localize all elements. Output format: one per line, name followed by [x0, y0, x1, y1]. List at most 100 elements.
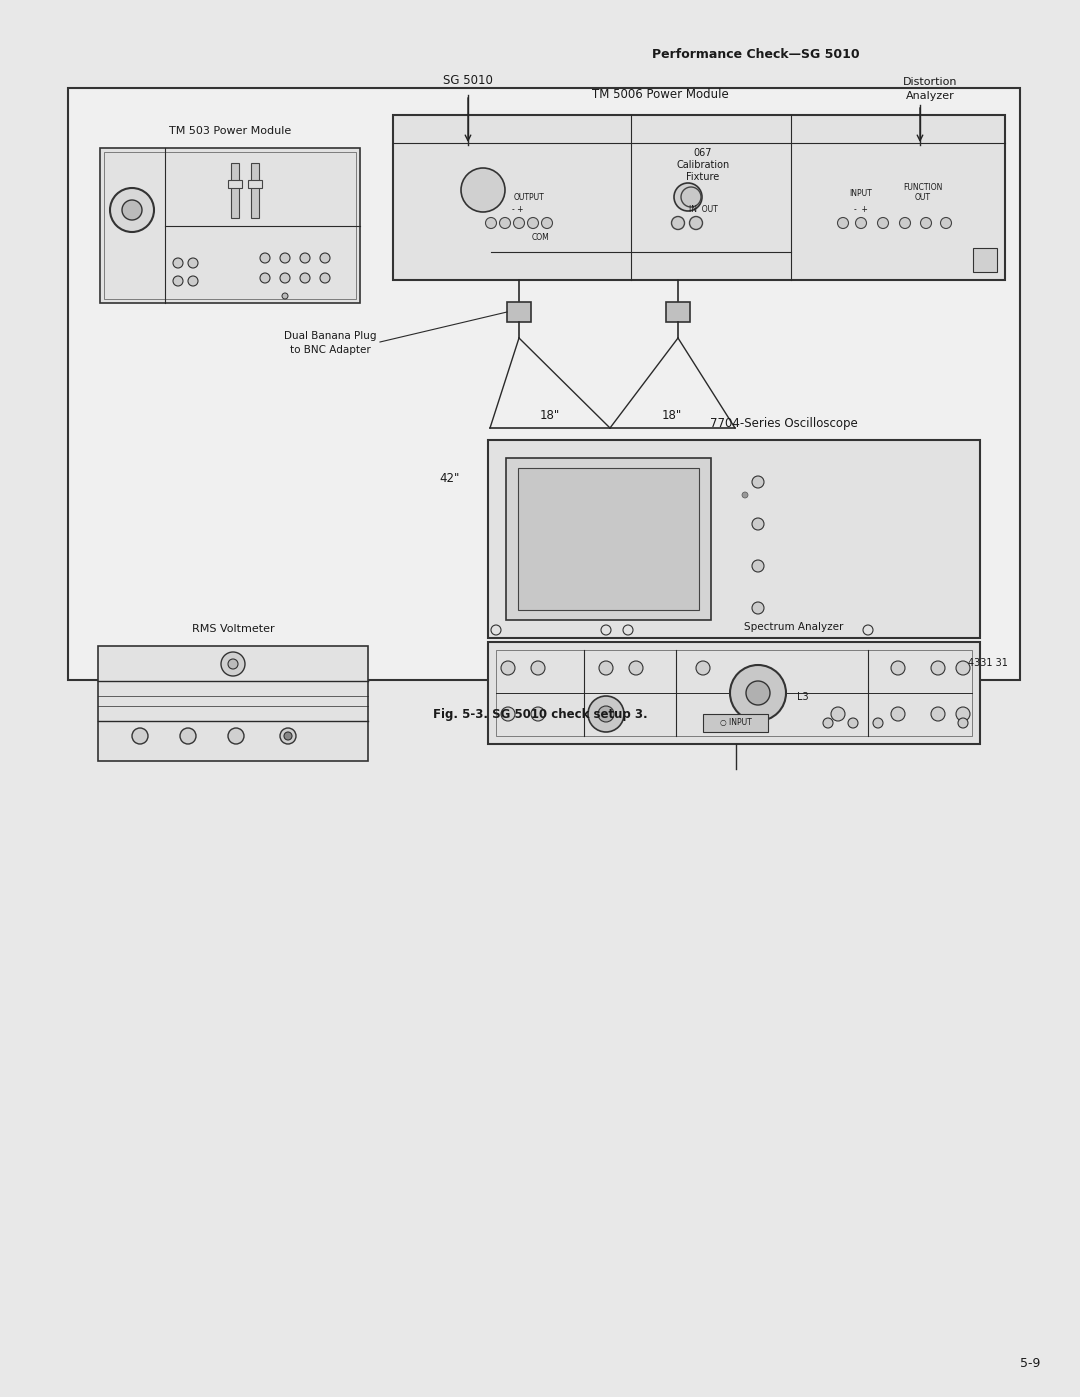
Circle shape	[132, 728, 148, 745]
Circle shape	[188, 277, 198, 286]
Circle shape	[672, 217, 685, 229]
Text: TM 5006 Power Module: TM 5006 Power Module	[592, 88, 728, 101]
Text: 18": 18"	[662, 409, 683, 422]
Text: 18": 18"	[540, 409, 561, 422]
Bar	[104, 152, 356, 299]
Text: to BNC Adapter: to BNC Adapter	[289, 345, 370, 355]
Circle shape	[956, 707, 970, 721]
Circle shape	[180, 728, 195, 745]
Text: 5-9: 5-9	[1020, 1356, 1040, 1370]
Text: OUTPUT: OUTPUT	[514, 193, 544, 201]
Bar	[231, 163, 239, 218]
Text: 4331 31: 4331 31	[968, 658, 1008, 668]
Circle shape	[513, 218, 525, 229]
Circle shape	[681, 187, 701, 207]
Text: Fig. 5-3. SG 5010 check setup 3.: Fig. 5-3. SG 5010 check setup 3.	[433, 708, 647, 721]
Bar	[100, 148, 360, 303]
Text: 067: 067	[693, 148, 712, 158]
Circle shape	[598, 705, 615, 722]
Circle shape	[674, 183, 702, 211]
Circle shape	[941, 218, 951, 229]
Bar	[703, 714, 768, 732]
Circle shape	[891, 707, 905, 721]
Circle shape	[280, 253, 291, 263]
Bar	[666, 302, 690, 321]
Circle shape	[900, 218, 910, 229]
Text: -  +: - +	[854, 205, 868, 215]
Circle shape	[696, 661, 710, 675]
Text: IN  OUT: IN OUT	[689, 205, 717, 215]
Circle shape	[122, 200, 141, 219]
Circle shape	[188, 258, 198, 268]
Text: 42": 42"	[440, 472, 460, 485]
Bar	[68, 88, 1020, 680]
Bar	[393, 115, 1005, 279]
Circle shape	[260, 272, 270, 284]
Text: Calibration: Calibration	[676, 161, 730, 170]
Circle shape	[260, 253, 270, 263]
Circle shape	[877, 218, 889, 229]
Circle shape	[848, 718, 858, 728]
Text: Distortion: Distortion	[903, 77, 957, 87]
Circle shape	[599, 661, 613, 675]
Circle shape	[527, 218, 539, 229]
Bar	[251, 163, 259, 218]
Circle shape	[531, 661, 545, 675]
Bar	[496, 650, 972, 736]
Text: Analyzer: Analyzer	[906, 91, 955, 101]
Text: ○ INPUT: ○ INPUT	[720, 718, 752, 728]
Circle shape	[228, 659, 238, 669]
Text: - +: - +	[512, 205, 524, 215]
Circle shape	[855, 218, 866, 229]
Circle shape	[931, 707, 945, 721]
Circle shape	[110, 189, 154, 232]
Circle shape	[742, 492, 748, 497]
Circle shape	[629, 661, 643, 675]
Circle shape	[531, 707, 545, 721]
Circle shape	[831, 707, 845, 721]
Text: RMS Voltmeter: RMS Voltmeter	[191, 624, 274, 634]
Circle shape	[284, 732, 292, 740]
Circle shape	[173, 258, 183, 268]
Circle shape	[501, 661, 515, 675]
Bar	[228, 180, 242, 189]
Circle shape	[280, 272, 291, 284]
Circle shape	[931, 661, 945, 675]
Text: INPUT: INPUT	[850, 189, 873, 197]
Circle shape	[320, 253, 330, 263]
Circle shape	[300, 253, 310, 263]
Bar	[518, 468, 699, 610]
Circle shape	[956, 661, 970, 675]
Bar	[507, 302, 531, 321]
Circle shape	[873, 718, 883, 728]
Circle shape	[588, 696, 624, 732]
Circle shape	[752, 518, 764, 529]
Circle shape	[501, 707, 515, 721]
Text: L3: L3	[797, 692, 809, 703]
Text: TM 503 Power Module: TM 503 Power Module	[168, 126, 292, 136]
Bar	[248, 180, 262, 189]
Text: COM: COM	[532, 232, 550, 242]
Circle shape	[461, 168, 505, 212]
Text: SG 5010: SG 5010	[443, 74, 492, 87]
Circle shape	[746, 680, 770, 705]
Circle shape	[541, 218, 553, 229]
Text: FUNCTION: FUNCTION	[903, 183, 943, 191]
Text: Dual Banana Plug: Dual Banana Plug	[284, 331, 376, 341]
Bar	[973, 249, 997, 272]
Circle shape	[891, 661, 905, 675]
Circle shape	[730, 665, 786, 721]
Circle shape	[837, 218, 849, 229]
Circle shape	[752, 560, 764, 571]
Circle shape	[689, 217, 702, 229]
Circle shape	[499, 218, 511, 229]
Text: Spectrum Analyzer: Spectrum Analyzer	[744, 622, 843, 631]
Text: Fixture: Fixture	[687, 172, 719, 182]
Circle shape	[752, 602, 764, 615]
Bar	[98, 645, 368, 761]
Circle shape	[280, 728, 296, 745]
Circle shape	[752, 476, 764, 488]
Circle shape	[221, 652, 245, 676]
Circle shape	[486, 218, 497, 229]
Circle shape	[300, 272, 310, 284]
